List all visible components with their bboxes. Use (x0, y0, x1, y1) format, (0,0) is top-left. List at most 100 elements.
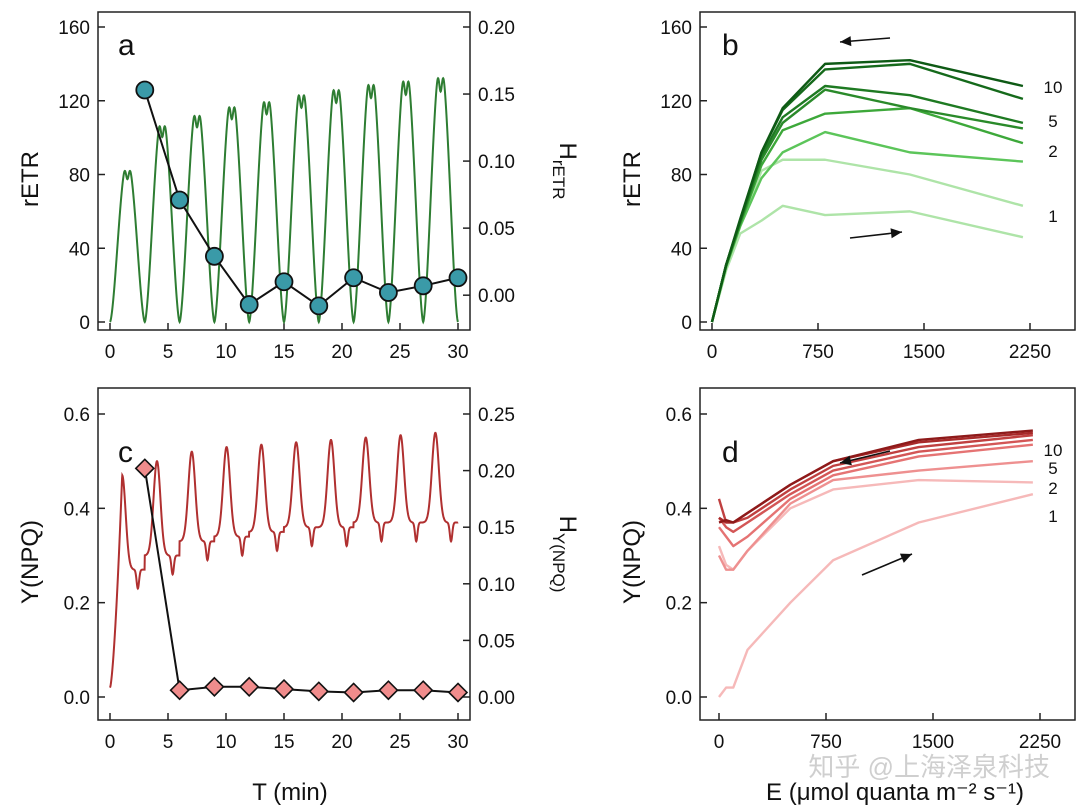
y-tick-label: 80 (69, 166, 90, 187)
data-point (308, 681, 329, 702)
x-tick-label: 30 (447, 342, 468, 363)
data-point (413, 680, 434, 701)
x-tick-label: 25 (389, 732, 410, 753)
data-point (378, 680, 399, 701)
y-axis-label: Y(NPQ) (17, 520, 44, 604)
data-point (204, 246, 224, 266)
y-tick-label: 0.0 (64, 688, 90, 709)
data-point (447, 682, 469, 703)
curve-label: 10 (1044, 78, 1063, 97)
watermark-text: 知乎 @上海泽泉科技 (808, 752, 1050, 782)
y-tick-label: 0.4 (64, 499, 91, 520)
y-tick-label: 40 (69, 239, 90, 260)
y2-tick-label: 0.25 (478, 405, 515, 426)
x-tick-label: 25 (389, 342, 410, 363)
plot-frame-d (699, 387, 1076, 721)
y-tick-label: 160 (58, 18, 90, 39)
x-tick-label: 1500 (903, 342, 945, 363)
data-point (448, 268, 468, 288)
data-point (134, 458, 155, 479)
y-tick-label: 0.2 (666, 594, 692, 615)
y2-tick-label: 0.00 (478, 688, 515, 709)
plot-frame-b (699, 11, 1076, 331)
y2-tick-label: 0.10 (478, 152, 515, 173)
y-axis-label: rETR (619, 151, 646, 207)
y-tick-label: 0.4 (666, 499, 693, 520)
x-axis-label-time: T (min) (252, 779, 328, 806)
arrow-head (840, 455, 852, 466)
series-line (710, 84, 1024, 323)
y2-tick-label: 0.05 (478, 219, 515, 240)
x-tick-label: 750 (810, 732, 842, 753)
y-tick-label: 80 (671, 166, 692, 187)
panel-label-a: a (118, 29, 135, 62)
y-tick-label: 160 (660, 18, 692, 39)
oscillation-trace (109, 431, 459, 688)
y-tick-label: 40 (671, 239, 692, 260)
data-point (273, 678, 295, 700)
x-tick-label: 1500 (912, 732, 954, 753)
data-point (274, 272, 294, 292)
x-tick-label: 750 (802, 342, 834, 363)
oscillation-trace (109, 76, 459, 325)
x-tick-label: 2250 (1009, 342, 1051, 363)
y-tick-label: 0.2 (64, 594, 90, 615)
series-line (718, 438, 1033, 534)
panel-c: 0 5 10 15 20 25 30 0.0 0.2 0.4 0.6 0.00 0.05 0.10 0.15… (17, 387, 581, 753)
curve-label: 1 (1048, 207, 1057, 226)
x-tick-label: 20 (331, 342, 352, 363)
curve-label: 2 (1048, 142, 1057, 161)
curve-label: 5 (1048, 112, 1057, 131)
x-tick-label: 10 (215, 732, 236, 753)
series-line (717, 459, 1033, 571)
arrow-head (840, 36, 852, 47)
y-tick-label: 120 (660, 92, 692, 113)
x-tick-label: 2250 (1019, 732, 1061, 753)
panel-label-d: d (722, 436, 739, 469)
y-axis-label: rETR (17, 151, 44, 207)
data-point (135, 80, 155, 100)
x-tick-label: 0 (707, 342, 718, 363)
x-tick-label: 20 (331, 732, 352, 753)
curve-label: 1 (1048, 507, 1057, 526)
plot-frame-c (97, 387, 471, 721)
series-line (143, 468, 459, 694)
series-line (710, 88, 1024, 323)
y-tick-label: 0.6 (64, 405, 90, 426)
arrow-head (890, 228, 902, 239)
x-axis-label-irradiance: E (μmol quanta m⁻² s⁻¹) (766, 779, 1024, 806)
y2-axis-label: HrETR (549, 142, 581, 199)
x-tick-label: 10 (215, 342, 236, 363)
x-tick-label: 30 (447, 732, 468, 753)
y2-tick-label: 0.00 (478, 286, 515, 307)
data-point (204, 676, 225, 697)
data-point (343, 682, 364, 703)
y2-tick-label: 0.15 (478, 85, 515, 106)
x-tick-label: 15 (273, 342, 294, 363)
data-point (170, 190, 190, 210)
y-tick-label: 0.6 (666, 405, 692, 426)
data-point (309, 296, 329, 316)
arrow-head (899, 553, 912, 563)
series-line (143, 89, 459, 307)
data-point (169, 680, 190, 701)
series-line (718, 443, 1033, 548)
y-tick-label: 0 (79, 313, 90, 334)
y2-tick-label: 0.20 (478, 462, 515, 483)
panel-label-c: c (118, 436, 133, 469)
panel-b: 0 750 1500 2250 0 40 80 120 160 rETR b 10 5 2 1 (619, 11, 1076, 363)
y2-tick-label: 0.20 (478, 18, 515, 39)
data-point (239, 295, 259, 314)
y2-tick-label: 0.05 (478, 631, 515, 652)
data-point (378, 283, 398, 302)
x-tick-label: 5 (163, 732, 174, 753)
data-point (344, 268, 364, 288)
x-tick-label: 0 (105, 342, 116, 363)
series-line (718, 429, 1033, 524)
y-axis-label: Y(NPQ) (619, 520, 646, 604)
series-line (710, 106, 1024, 323)
y2-axis-label: HY(NPQ) (549, 516, 581, 593)
panel-a: 0 5 10 15 20 25 30 0 40 80 120 160 0.00 0.05 0.10 0.15 0… (17, 11, 581, 363)
